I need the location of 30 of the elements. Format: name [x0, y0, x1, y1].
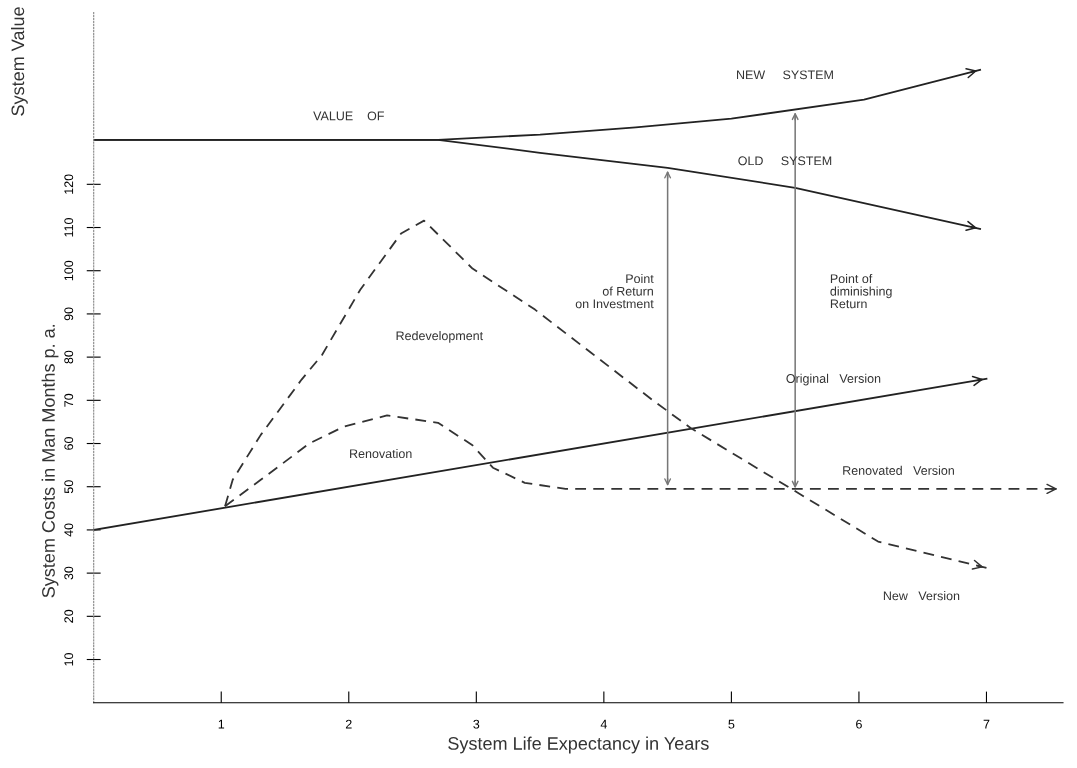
x-tick-label: 4: [600, 719, 607, 729]
x-tick-label: 1: [218, 719, 225, 729]
y-tick-label: 50: [64, 480, 74, 494]
annotation: Renovated Version: [843, 465, 954, 475]
y-tick-label: 60: [64, 437, 74, 450]
y-tick-label: 10: [64, 653, 74, 666]
x-tick-label: 5: [728, 719, 735, 729]
y-tick-label: 70: [64, 393, 74, 407]
y-tick-label: 110: [64, 218, 74, 237]
ref-line-label: Point of Return on Investment: [575, 273, 654, 309]
y-tick-label: 20: [64, 609, 74, 623]
annotation: Renovation: [350, 448, 412, 459]
ref-line-label: Point of diminishing Return: [830, 273, 892, 309]
y-tick-label: 80: [64, 350, 74, 364]
x-tick-label: 7: [983, 719, 990, 729]
x-tick-label: 3: [473, 719, 480, 729]
y-axis-title: System Costs in Man Months p. a.: [41, 324, 59, 598]
annotation: Redevelopment: [396, 330, 484, 343]
y-tick-label: 30: [64, 566, 74, 580]
annotation: NEW SYSTEM: [737, 70, 833, 80]
y-tick-label: 40: [64, 523, 74, 537]
text: System Value: [10, 7, 28, 116]
y-tick-label: 120: [64, 174, 74, 194]
annotation: VALUE OF: [313, 111, 384, 121]
x-tick-label: 6: [856, 719, 862, 729]
x-axis-title: System Life Expectancy in Years: [448, 736, 709, 754]
annotation: New Version: [883, 591, 960, 601]
y-tick-label: 100: [64, 260, 74, 281]
y-tick-label: 90: [64, 307, 74, 321]
x-tick-label: 2: [345, 719, 352, 729]
